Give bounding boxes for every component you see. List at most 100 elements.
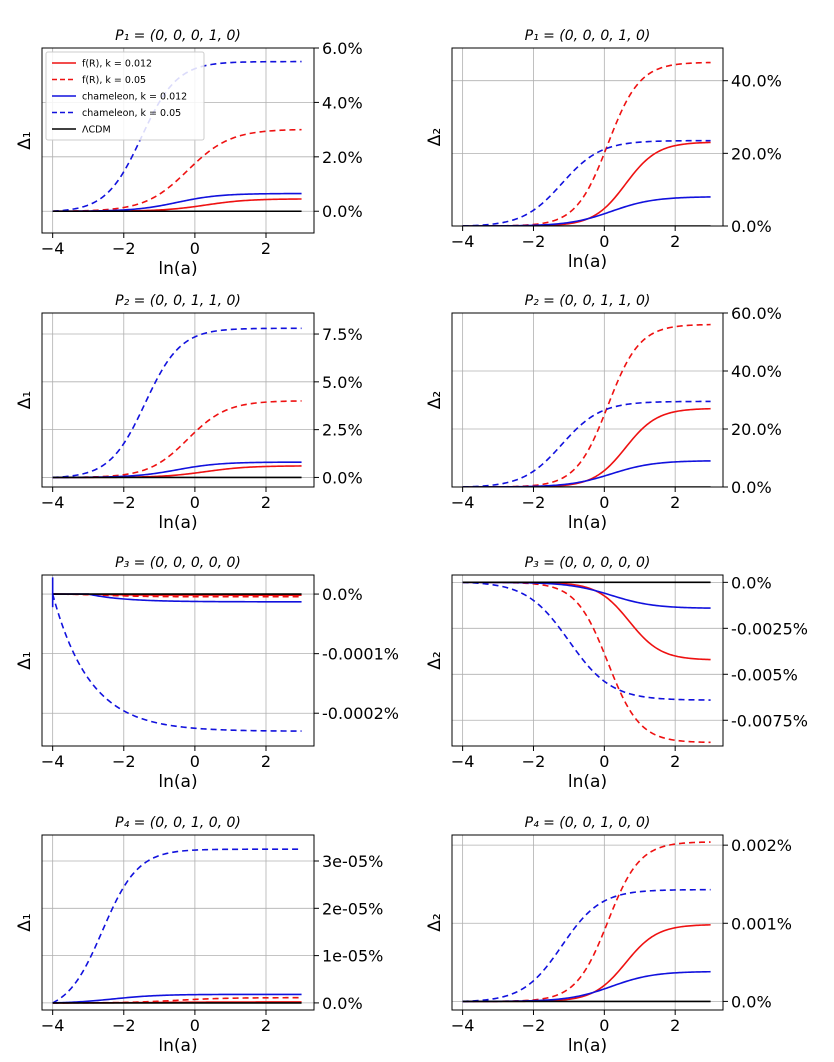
panel-title: P₂ = (0, 0, 1, 1, 0) — [115, 293, 241, 309]
x-tick-label: 0 — [599, 232, 609, 251]
y-axis-label: Δ₁ — [15, 131, 35, 149]
y-tick-label: 5.0% — [322, 373, 363, 392]
y-tick-label: -0.0001% — [322, 645, 399, 664]
y-axis-label: Δ₂ — [425, 391, 445, 409]
x-axis-label: ln(a) — [568, 513, 607, 533]
legend-label-5: ΛCDM — [82, 125, 111, 136]
x-tick-label: 0 — [190, 752, 200, 771]
y-tick-label: -0.0002% — [322, 704, 399, 723]
y-tick-label: 0.0% — [322, 202, 363, 221]
x-tick-label: 2 — [670, 493, 680, 512]
x-tick-label: −4 — [41, 1016, 65, 1035]
axes-frame — [41, 834, 315, 1011]
axes-frame — [451, 574, 724, 747]
y-tick-label: -0.0075% — [731, 711, 808, 730]
panel-6: −4 −2 0 2 0.0% -0.0025% -0.005% -0.0075% P₃ = (0… — [425, 555, 808, 792]
axes-frame — [41, 47, 315, 234]
series-line-4 — [462, 139, 711, 226]
x-tick-label: 0 — [190, 1016, 200, 1035]
y-tick-label: 7.5% — [322, 325, 363, 344]
panel-title: P₃ = (0, 0, 0, 0, 0) — [525, 555, 651, 571]
series-group — [462, 581, 711, 744]
y-axis-label: Δ₂ — [425, 913, 445, 931]
plot-area — [452, 48, 723, 226]
y-tick-label: 0.002% — [731, 836, 792, 855]
panel-title: P₁ = (0, 0, 0, 1, 0) — [115, 28, 241, 44]
y-axis-label: Δ₁ — [15, 391, 35, 409]
legend-label-2: f(R), k = 0.05 — [82, 75, 146, 86]
plot-area — [42, 575, 314, 746]
plot-area — [452, 313, 723, 487]
y-tick-label: 1e-05% — [322, 947, 383, 966]
legend-box — [45, 51, 205, 141]
series-line-3 — [52, 593, 302, 603]
panel-title: P₁ = (0, 0, 0, 1, 0) — [525, 28, 651, 44]
plot-area — [452, 835, 723, 1010]
y-tick-label: 2.5% — [322, 421, 363, 440]
y-tick-label: -0.0025% — [731, 619, 808, 638]
y-tick-label: 2.0% — [322, 148, 363, 167]
panel-8: −4 −2 0 2 0.0% 0.001% 0.002% P₄ = (0, 0, 1, 0, … — [425, 815, 792, 1056]
axes-frame — [451, 834, 724, 1011]
panel-3: −4 −2 0 2 0.0% 2.5% 5.0% 7.5% P₂ = (0, 0, 1, 1, … — [15, 293, 363, 533]
y-tick-label: 60.0% — [731, 304, 782, 323]
panel-4: −4 −2 0 20.0%20.0%40.0%60.0%P₂ = (0, 0, 1, … — [425, 293, 782, 533]
legend: f(R), k = 0.012 f(R), k = 0.05 chameleon, … — [45, 51, 205, 141]
axes-frame — [41, 312, 315, 488]
panel-title: P₄ = (0, 0, 1, 0, 0) — [115, 815, 241, 831]
y-tick-label: 0.0% — [322, 585, 363, 604]
y-tick-label: 20.0% — [731, 144, 782, 163]
series-line-3 — [52, 993, 302, 1004]
series-group — [52, 327, 302, 479]
x-tick-label: −4 — [41, 752, 65, 771]
x-tick-label: −2 — [112, 493, 136, 512]
y-tick-label: -0.005% — [731, 665, 798, 684]
x-axis-label: ln(a) — [158, 259, 197, 279]
x-tick-label: −2 — [522, 493, 546, 512]
axes-frame — [41, 574, 315, 747]
y-tick-label: 0.0% — [322, 468, 363, 487]
series-group — [51, 577, 302, 732]
x-tick-label: −4 — [451, 1016, 475, 1035]
y-axis-label: Δ₁ — [15, 651, 35, 669]
x-tick-label: 2 — [261, 239, 271, 258]
y-tick-label: 4.0% — [322, 93, 363, 112]
y-axis-label: Δ₂ — [425, 651, 445, 669]
x-tick-label: −4 — [451, 232, 475, 251]
y-tick-label: 40.0% — [731, 72, 782, 91]
panel-7: −4 −2 0 2 0.0% 1e-05% 2e-05% 3e-05% P₄ = (0, 0, … — [15, 815, 383, 1056]
x-tick-label: 2 — [670, 232, 680, 251]
y-tick-label: 6.0% — [322, 39, 363, 58]
series-line-4 — [462, 888, 711, 1003]
x-tick-label: 0 — [599, 752, 609, 771]
y-tick-label: 20.0% — [731, 420, 782, 439]
series-line-4 — [52, 327, 302, 479]
legend-label-4: chameleon, k = 0.05 — [82, 108, 181, 119]
plot-area — [452, 575, 723, 746]
x-tick-label: −2 — [522, 1016, 546, 1035]
x-tick-label: −4 — [451, 493, 475, 512]
y-axis-label: Δ₂ — [425, 128, 445, 146]
panel-title: P₂ = (0, 0, 1, 1, 0) — [525, 293, 651, 309]
x-tick-label: −2 — [112, 239, 136, 258]
y-tick-label: 2e-05% — [322, 899, 383, 918]
y-tick-label: 0.0% — [731, 478, 772, 497]
panel-title: P₄ = (0, 0, 1, 0, 0) — [525, 815, 651, 831]
x-tick-label: 2 — [261, 493, 271, 512]
x-tick-label: 0 — [190, 493, 200, 512]
y-tick-label: 40.0% — [731, 362, 782, 381]
panel-2: −4 −2 0 20.0%20.0%40.0%P₁ = (0, 0, 0, 1, 0)… — [425, 28, 782, 272]
x-tick-label: 0 — [190, 239, 200, 258]
series-line-4 — [52, 848, 302, 1004]
panel-5: −4 −2 0 2 0.0% -0.0001% -0.0002% P₃ = (0, 0, 0,… — [15, 555, 399, 792]
y-tick-label: 0.0% — [322, 994, 363, 1013]
y-tick-label: 0.0% — [731, 992, 772, 1011]
x-axis-label: ln(a) — [568, 772, 607, 792]
y-axis-label: Δ₁ — [15, 913, 35, 931]
x-tick-label: 0 — [599, 1016, 609, 1035]
x-axis-label: ln(a) — [158, 1036, 197, 1056]
x-tick-label: 2 — [261, 1016, 271, 1035]
legend-label-1: f(R), k = 0.012 — [82, 59, 152, 70]
x-tick-label: −2 — [112, 1016, 136, 1035]
legend-label-3: chameleon, k = 0.012 — [82, 92, 187, 103]
